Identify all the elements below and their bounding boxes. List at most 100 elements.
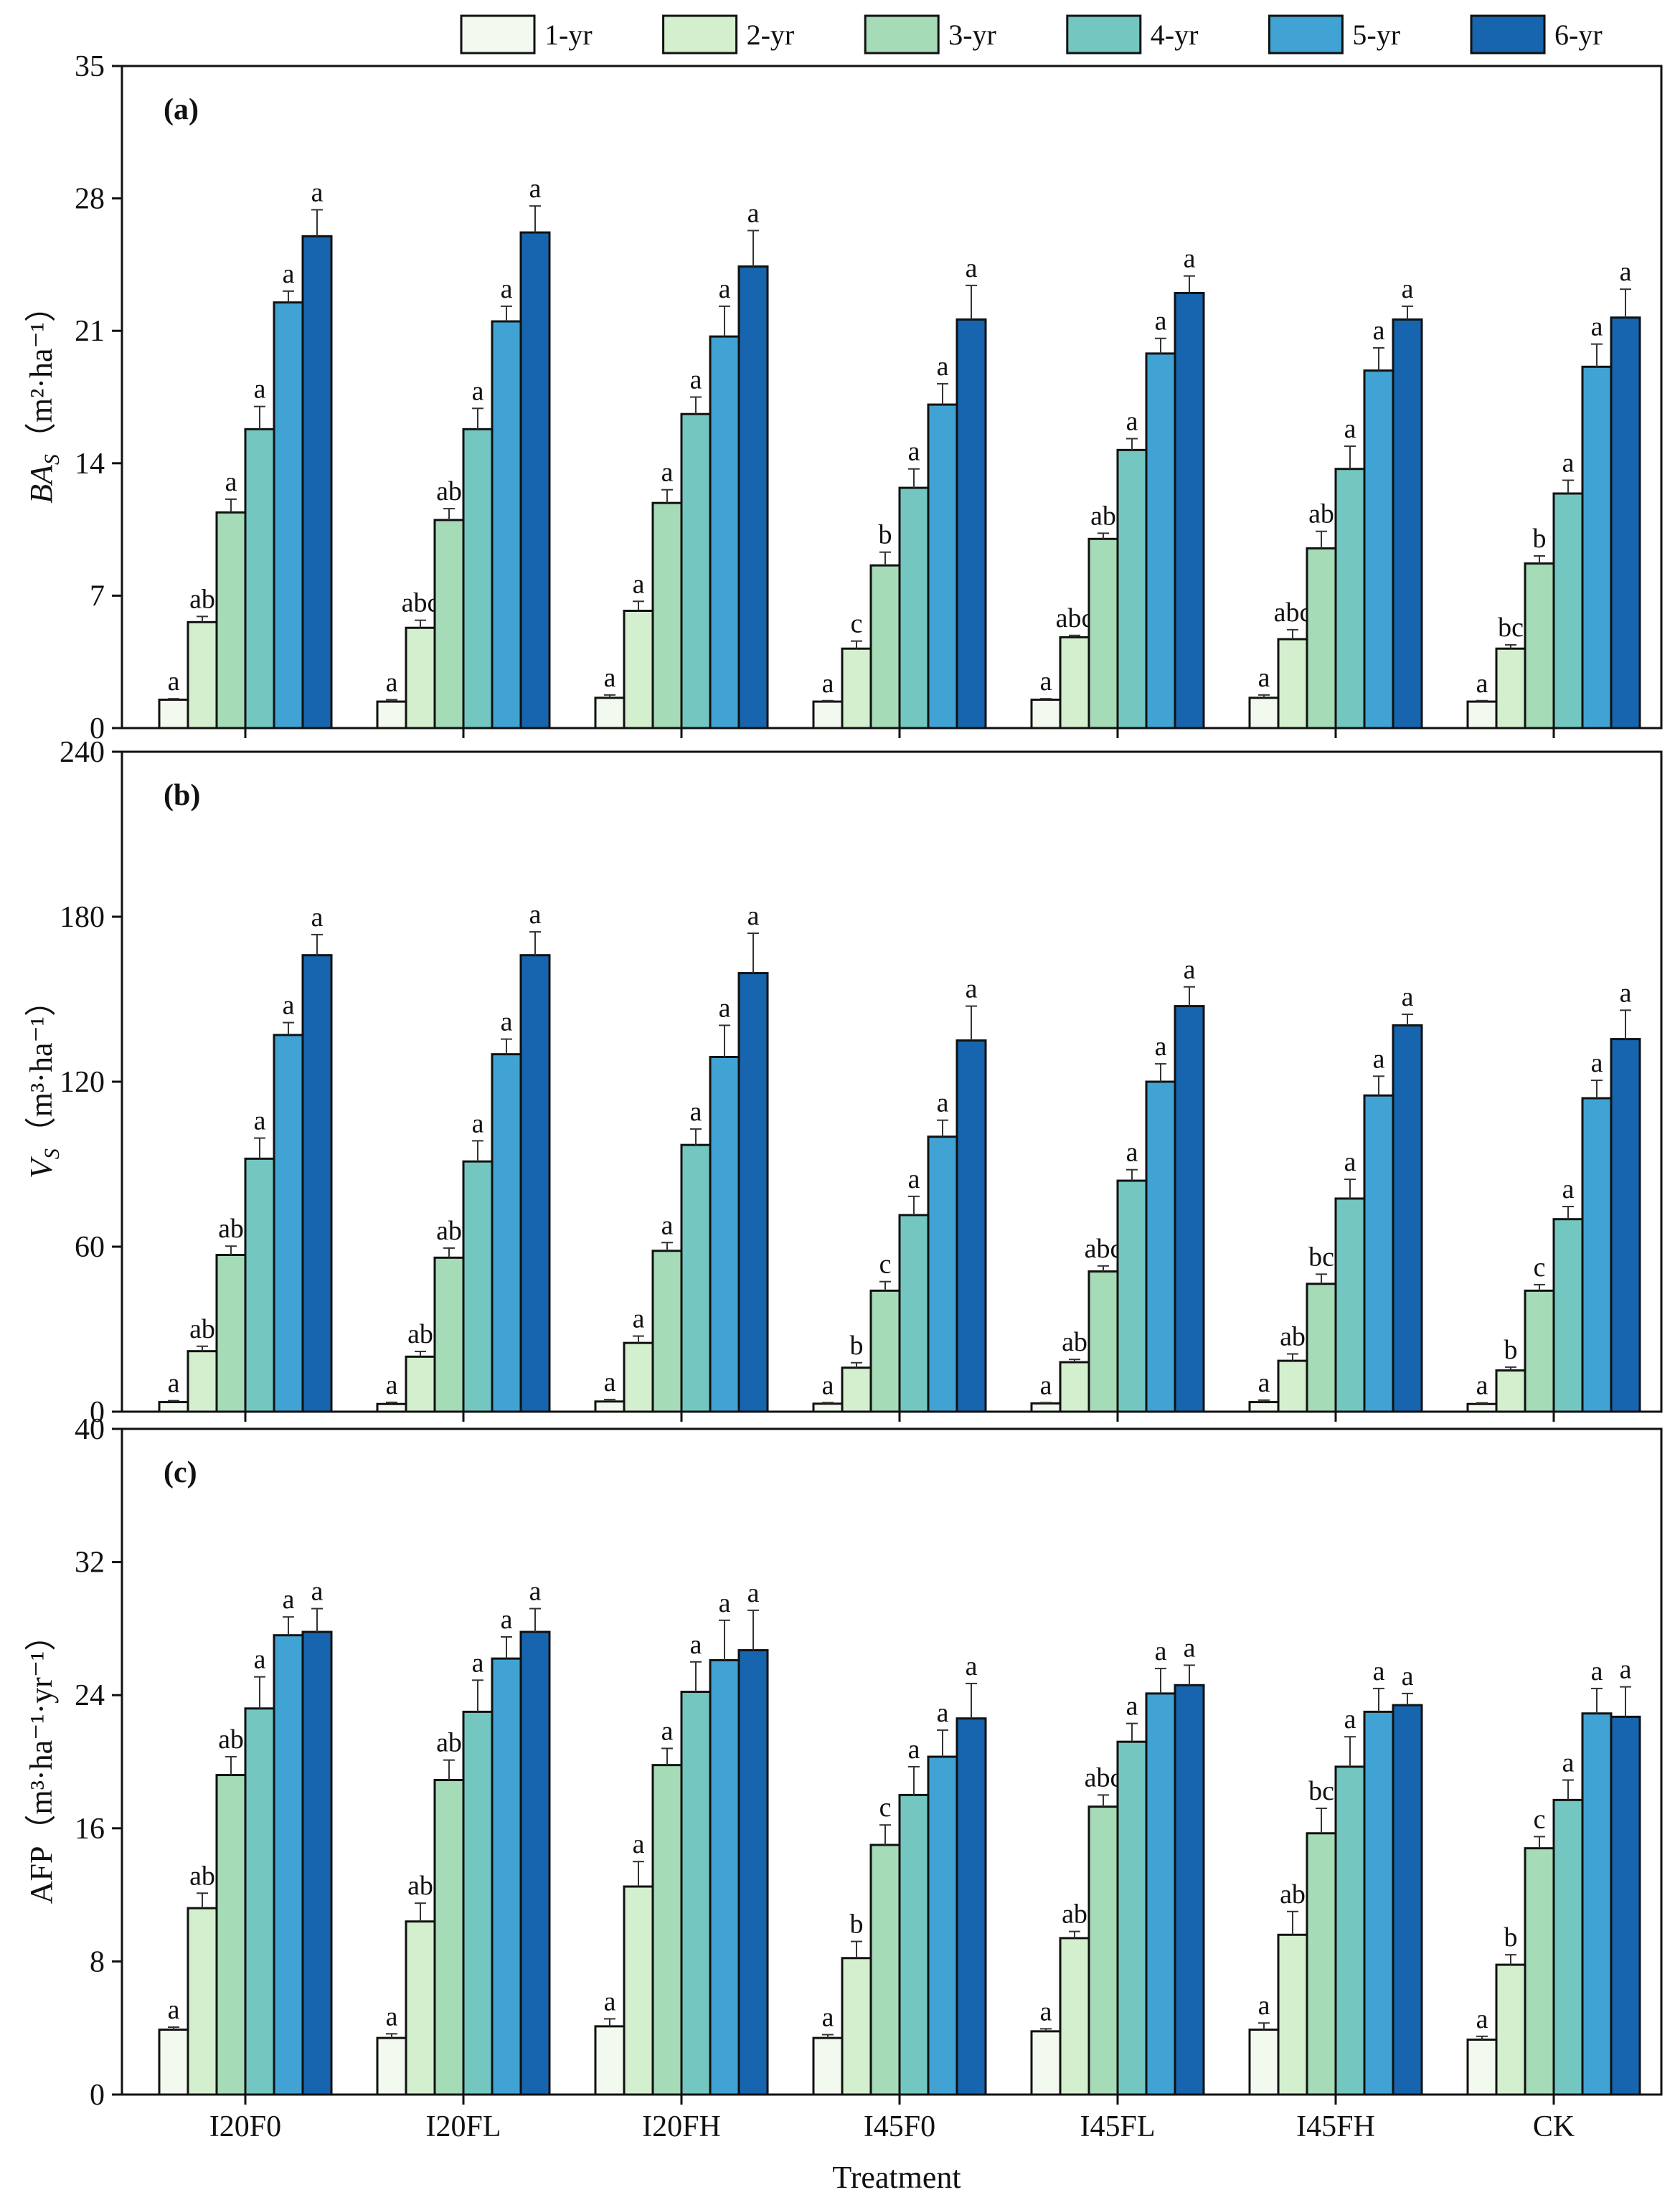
bar-I45FL-4-yr bbox=[1116, 1179, 1148, 1413]
sig-label: a bbox=[937, 1698, 949, 1728]
bar-CK-6-yr bbox=[1610, 1715, 1641, 2096]
bar-I20FH-2-yr bbox=[623, 609, 654, 730]
sig-label: a bbox=[225, 467, 237, 497]
sig-label: a bbox=[1184, 244, 1196, 274]
sig-label: a bbox=[661, 1210, 674, 1240]
sig-label: a bbox=[604, 1986, 616, 2016]
y-tick-label: 0 bbox=[90, 712, 105, 745]
sig-label: a bbox=[822, 1370, 834, 1400]
sig-label: a bbox=[661, 1716, 674, 1746]
sig-label: a bbox=[604, 1367, 616, 1397]
sig-label: ab bbox=[189, 584, 215, 614]
sig-label: a bbox=[472, 376, 484, 406]
bar-I20FH-2-yr bbox=[623, 1341, 654, 1413]
bar-I20F0-6-yr bbox=[301, 235, 333, 730]
sig-label: a bbox=[1562, 1748, 1575, 1778]
sig-label: a bbox=[1126, 1691, 1138, 1722]
bar-I45F0-3-yr bbox=[869, 1289, 901, 1413]
sig-label: a bbox=[168, 1369, 180, 1399]
sig-label: a bbox=[937, 351, 949, 382]
sig-label: a bbox=[1344, 1147, 1356, 1177]
sig-label: a bbox=[661, 458, 674, 488]
sig-label: ab bbox=[436, 1216, 462, 1246]
sig-label: a bbox=[529, 900, 542, 930]
sig-label: abc bbox=[1085, 1762, 1123, 1793]
y-axis-title: AFP（m³·ha⁻¹·yr⁻¹） bbox=[24, 1620, 59, 1904]
bar-I20FH-6-yr bbox=[737, 972, 769, 1413]
sig-label: ab bbox=[436, 1728, 462, 1758]
bar-I20F0-1-yr bbox=[158, 698, 189, 730]
sig-label: a bbox=[1562, 448, 1575, 478]
bar-I45F0-6-yr bbox=[955, 318, 987, 730]
sig-label: a bbox=[529, 1577, 542, 1607]
x-tick-label-I45FL: I45FL bbox=[1080, 2110, 1156, 2143]
sig-label: a bbox=[604, 663, 616, 693]
sig-label: ab bbox=[1062, 1899, 1087, 1930]
bar-I45F0-6-yr bbox=[955, 1717, 987, 2096]
sig-label: a bbox=[168, 666, 180, 697]
sig-label: a bbox=[1620, 978, 1632, 1008]
bar-I20FH-4-yr bbox=[680, 412, 712, 730]
y-tick-label: 40 bbox=[75, 1413, 105, 1446]
sig-label: ab bbox=[189, 1861, 215, 1891]
y-axis-title-main: BA bbox=[24, 464, 59, 504]
legend-label-4-yr: 4-yr bbox=[1151, 19, 1199, 51]
x-tick-label-I20FH: I20FH bbox=[642, 2110, 721, 2143]
bar-I45F0-4-yr bbox=[898, 486, 930, 730]
sig-label: a bbox=[719, 1588, 731, 1618]
bar-I20FH-6-yr bbox=[737, 265, 769, 730]
sig-label: ab bbox=[436, 476, 462, 506]
bar-I45FL-1-yr bbox=[1030, 2030, 1062, 2096]
sig-label: a bbox=[1155, 1031, 1167, 1062]
sig-label: a bbox=[1476, 1371, 1488, 1401]
bar-I20F0-6-yr bbox=[301, 954, 333, 1413]
bar-I45FL-5-yr bbox=[1145, 1692, 1176, 2096]
bar-I20FH-3-yr bbox=[651, 1250, 683, 1413]
bar-CK-2-yr bbox=[1495, 1369, 1526, 1413]
sig-label: a bbox=[908, 1164, 920, 1194]
bar-I45F0-2-yr bbox=[841, 647, 872, 730]
sig-label: a bbox=[1402, 274, 1414, 304]
bar-I45F0-1-yr bbox=[812, 2036, 844, 2096]
bar-I45FH-2-yr bbox=[1277, 1933, 1308, 2096]
y-tick-label: 14 bbox=[75, 448, 105, 481]
sig-label: a bbox=[1620, 1655, 1632, 1685]
bar-CK-3-yr bbox=[1524, 562, 1555, 730]
bar-I45F0-6-yr bbox=[955, 1039, 987, 1413]
y-tick-label: 35 bbox=[75, 50, 105, 83]
sig-label: ab bbox=[407, 1871, 433, 1901]
sig-label: c bbox=[879, 1250, 892, 1280]
bar-I20F0-5-yr bbox=[273, 1634, 304, 2096]
bar-I45FH-3-yr bbox=[1306, 1283, 1337, 1413]
bar-I20FH-1-yr bbox=[594, 2025, 626, 2096]
sig-label: a bbox=[1591, 1048, 1603, 1078]
y-tick-label: 240 bbox=[60, 736, 105, 769]
sig-label: a bbox=[633, 569, 645, 599]
sig-label: a bbox=[1126, 1138, 1138, 1168]
bar-CK-2-yr bbox=[1495, 647, 1526, 730]
bar-I45FL-4-yr bbox=[1116, 1740, 1148, 2096]
sig-label: a bbox=[966, 974, 978, 1004]
bar-I20FL-1-yr bbox=[376, 1402, 407, 1413]
sig-label: a bbox=[633, 1304, 645, 1334]
bar-I45F0-2-yr bbox=[841, 1957, 872, 2096]
sig-label: a bbox=[386, 667, 398, 697]
bar-CK-6-yr bbox=[1610, 316, 1641, 730]
sig-label: a bbox=[1476, 2004, 1488, 2034]
bar-I20F0-2-yr bbox=[187, 1350, 218, 1413]
sig-label: a bbox=[1591, 1656, 1603, 1686]
y-axis-title-unit: （m²·ha⁻¹） bbox=[24, 291, 59, 454]
x-tick-label-I45FH: I45FH bbox=[1296, 2110, 1375, 2143]
y-axis-title-sub: S bbox=[40, 454, 64, 465]
bar-I20FH-5-yr bbox=[709, 335, 740, 730]
y-tick-label: 8 bbox=[90, 1945, 105, 1978]
sig-label: a bbox=[1402, 1661, 1414, 1691]
sig-label: a bbox=[311, 1577, 324, 1607]
sig-label: c bbox=[1534, 1252, 1546, 1283]
bar-I20F0-2-yr bbox=[187, 620, 218, 730]
bar-I20FL-3-yr bbox=[433, 1256, 465, 1413]
bar-I45FL-6-yr bbox=[1174, 291, 1205, 730]
bar-I20FL-2-yr bbox=[405, 1355, 436, 1413]
bar-I20FL-5-yr bbox=[491, 320, 522, 730]
bar-CK-1-yr bbox=[1466, 2038, 1498, 2096]
